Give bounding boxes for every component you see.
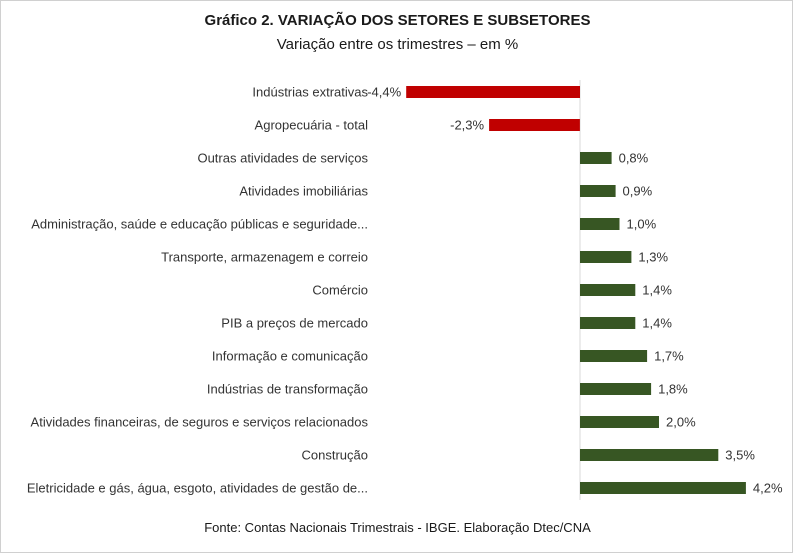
data-label: 0,8% [619, 151, 649, 166]
category-label: Outras atividades de serviços [197, 151, 368, 166]
chart-title: Gráfico 2. VARIAÇÃO DOS SETORES E SUBSET… [204, 12, 591, 29]
category-label: Transporte, armazenagem e correio [161, 250, 368, 265]
bar [580, 284, 636, 296]
category-label: Indústrias extrativas [252, 85, 368, 100]
chart-subtitle: Variação entre os trimestres – em % [276, 36, 519, 53]
bar [580, 449, 719, 461]
data-label: -4,4% [367, 85, 401, 100]
category-label: Construção [302, 448, 368, 463]
bar [580, 317, 636, 329]
bar [580, 482, 746, 494]
category-label: Indústrias de transformação [207, 382, 368, 397]
data-label: -2,3% [450, 118, 484, 133]
bar [580, 251, 632, 263]
data-label: 1,4% [642, 316, 672, 331]
category-label: Atividades imobiliárias [239, 184, 368, 199]
data-label: 1,4% [642, 283, 672, 298]
bar [580, 152, 612, 164]
bar [580, 218, 620, 230]
category-label: Atividades financeiras, de seguros e ser… [31, 415, 369, 430]
bar [580, 416, 659, 428]
data-label: 1,0% [627, 217, 657, 232]
chart-source: Fonte: Contas Nacionais Trimestrais - IB… [204, 520, 591, 535]
data-label: 1,7% [654, 349, 684, 364]
data-label: 1,3% [638, 250, 668, 265]
data-label: 0,9% [623, 184, 653, 199]
bar [489, 119, 580, 131]
category-label: PIB a preços de mercado [221, 316, 368, 331]
data-label: 1,8% [658, 382, 688, 397]
category-label: Comércio [312, 283, 368, 298]
bar [580, 350, 648, 362]
bar [406, 86, 580, 98]
category-label: Eletricidade e gás, água, esgoto, ativid… [27, 481, 368, 496]
category-label: Agropecuária - total [255, 118, 369, 133]
data-label: 2,0% [666, 415, 696, 430]
bar [580, 185, 616, 197]
category-label: Informação e comunicação [212, 349, 368, 364]
data-label: 3,5% [725, 448, 755, 463]
bar [580, 383, 652, 395]
category-label: Administração, saúde e educação públicas… [31, 217, 368, 232]
data-label: 4,2% [753, 481, 783, 496]
